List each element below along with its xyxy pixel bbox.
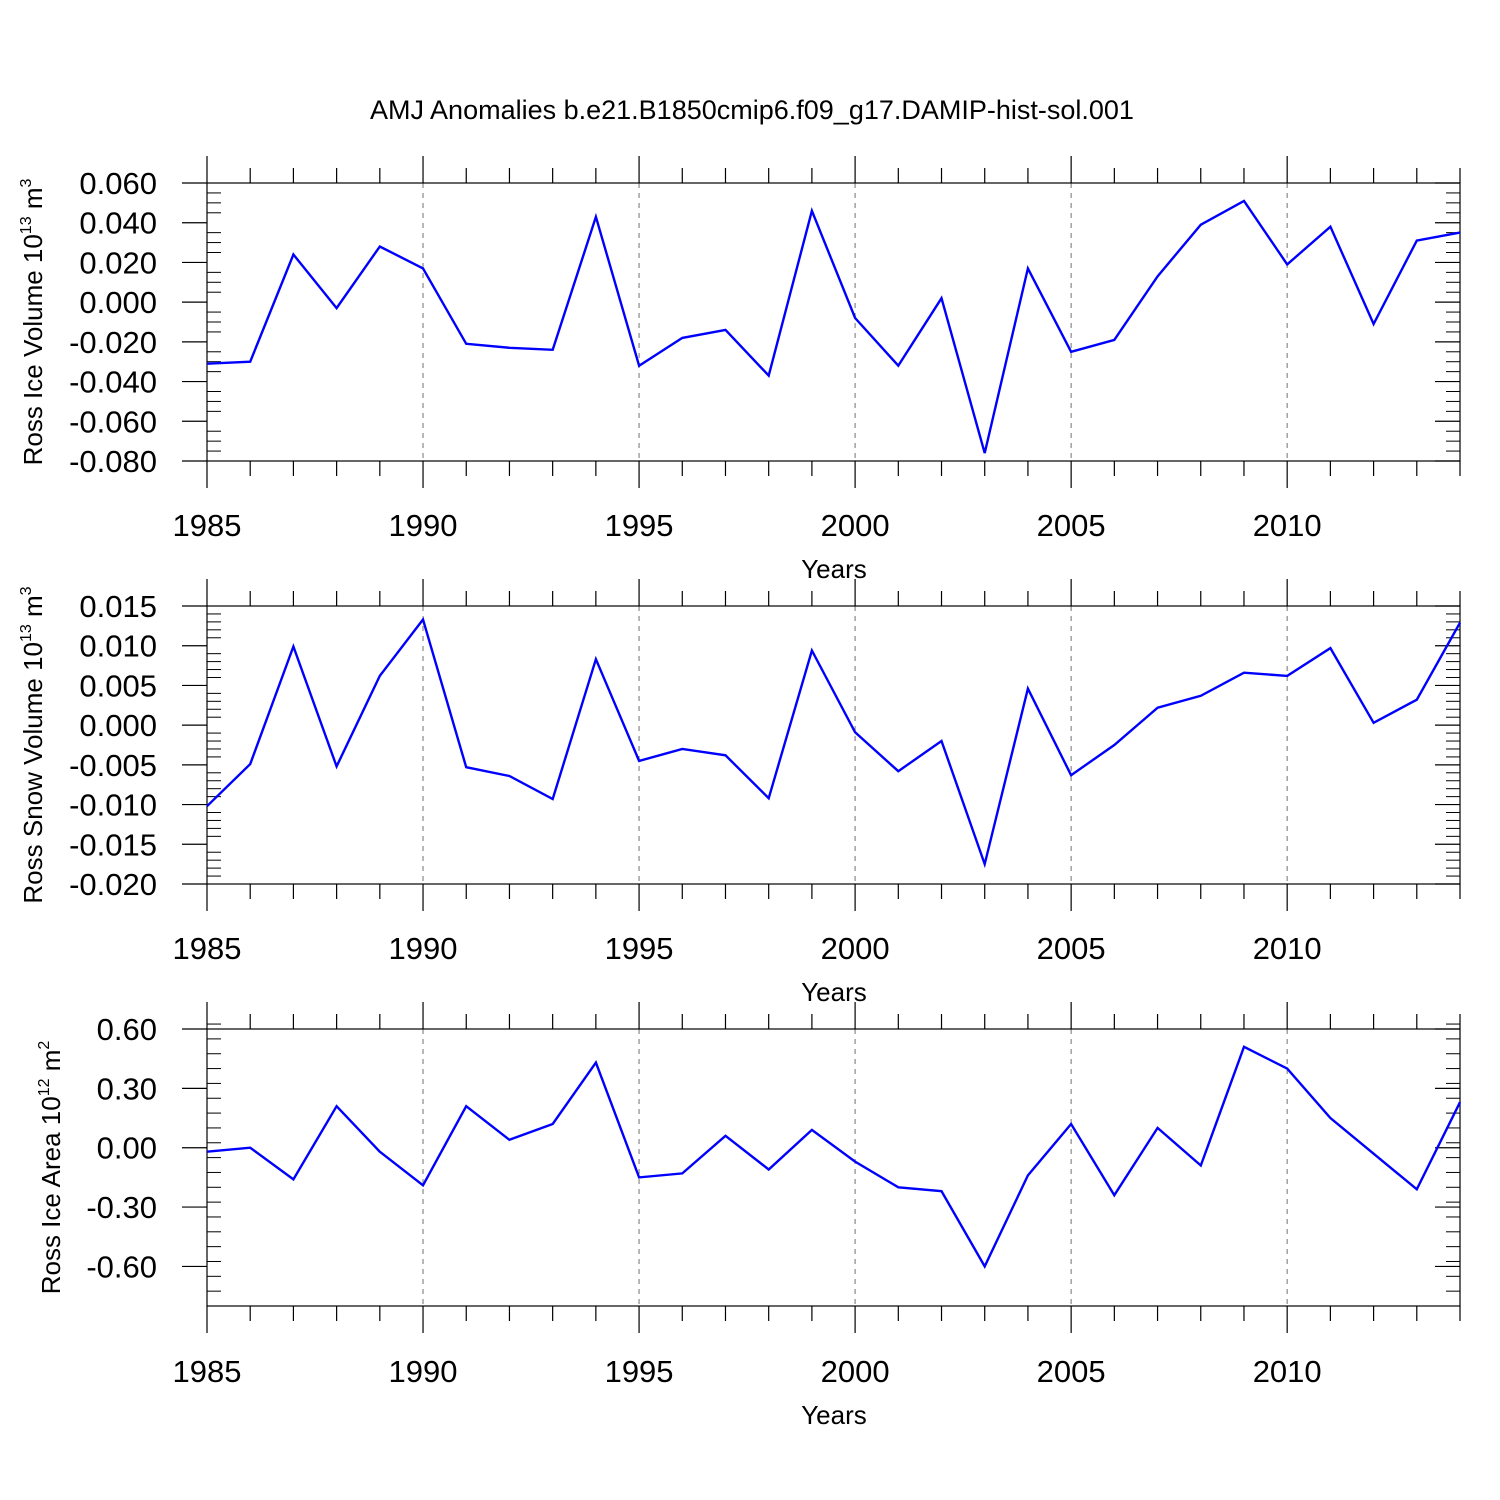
x-tick-label: 1995	[605, 1354, 674, 1389]
y-tick-label: 0.010	[79, 629, 157, 664]
x-axis-title: Years	[801, 977, 867, 1007]
x-tick-label: 1985	[173, 508, 242, 543]
y-tick-label: 0.060	[79, 166, 157, 201]
x-tick-label: 1990	[389, 508, 458, 543]
y-tick-label: -0.005	[69, 748, 157, 783]
series-line	[206, 1045, 1462, 1269]
x-tick-label: 1985	[173, 931, 242, 966]
x-tick-label: 2005	[1037, 931, 1106, 966]
x-tick-label: 1985	[173, 1354, 242, 1389]
plot-frame	[206, 182, 1461, 462]
x-tick-label: 1995	[605, 508, 674, 543]
chart-title: AMJ Anomalies b.e21.B1850cmip6.f09_g17.D…	[370, 95, 1134, 125]
x-tick-label: 1995	[605, 931, 674, 966]
y-tick-label: 0.020	[79, 245, 157, 280]
y-axis-title: Ross Snow Volume 1013 m3	[18, 586, 48, 903]
y-tick-label: 0.000	[79, 708, 157, 743]
x-tick-label: 2000	[821, 508, 890, 543]
x-tick-label: 2010	[1253, 1354, 1322, 1389]
x-tick-label: 2000	[821, 1354, 890, 1389]
y-tick-label: 0.30	[97, 1071, 157, 1106]
y-axis-title: Ross Ice Area 1012 m2	[36, 1041, 66, 1295]
x-tick-label: 2005	[1037, 508, 1106, 543]
y-tick-label: -0.040	[69, 365, 157, 400]
y-tick-label: 0.000	[79, 285, 157, 320]
panel-3: -0.60 -0.30 0.00 0.30 0.60 1985 1990 1995 2000 20…	[36, 1002, 1462, 1430]
y-tick-label: -0.080	[69, 444, 157, 479]
x-tick-label: 2010	[1253, 931, 1322, 966]
y-tick-label: -0.60	[86, 1249, 157, 1284]
panel-2: -0.020 -0.015 -0.010 -0.005 0.000 0.005 0.010 0…	[18, 579, 1462, 1007]
y-tick-label: -0.30	[86, 1190, 157, 1225]
x-tick-label: 2000	[821, 931, 890, 966]
series-line	[206, 199, 1461, 454]
x-tick-label: 1990	[389, 931, 458, 966]
y-tick-label: -0.060	[69, 404, 157, 439]
x-tick-label: 1990	[389, 1354, 458, 1389]
plot-frame	[206, 605, 1461, 885]
x-tick-label: 2010	[1253, 508, 1322, 543]
y-tick-label: -0.015	[69, 827, 157, 862]
y-tick-label: 0.00	[97, 1131, 157, 1166]
x-axis-title: Years	[801, 554, 867, 584]
y-tick-label: 0.040	[79, 206, 157, 241]
x-tick-label: 2005	[1037, 1354, 1106, 1389]
y-tick-label: 0.60	[97, 1012, 157, 1047]
series-line	[206, 616, 1462, 869]
y-axis-title: Ross Ice Volume 1013 m3	[18, 178, 48, 465]
y-tick-label: -0.020	[69, 867, 157, 902]
y-tick-label: -0.010	[69, 788, 157, 823]
x-axis-title: Years	[801, 1400, 867, 1430]
y-tick-label: 0.015	[79, 589, 157, 624]
plot-frame	[206, 1028, 1461, 1307]
panel-1: -0.080 -0.060 -0.040 -0.020 0.000 0.020 0.040 0…	[18, 156, 1461, 584]
y-tick-label: 0.005	[79, 668, 157, 703]
y-tick-label: -0.020	[69, 325, 157, 360]
